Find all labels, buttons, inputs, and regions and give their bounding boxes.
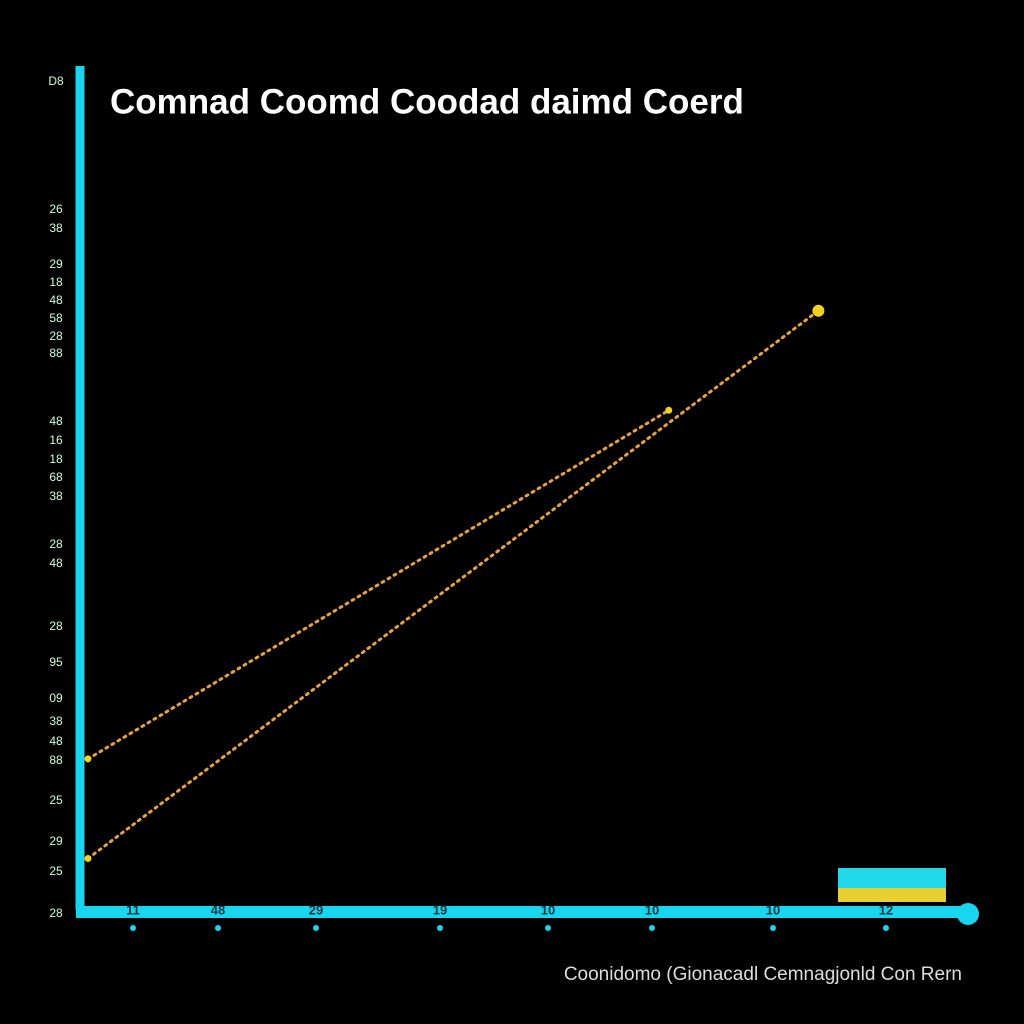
x-axis-dot [130,925,136,931]
x-axis-label: 29 [309,902,323,917]
chart-title: Comnad Coomd Coodad daimd Coerd [110,82,744,121]
x-axis-dot [545,925,551,931]
y-axis-label: 09 [49,691,63,705]
legend-swatch-bottom [838,888,946,902]
y-axis-label: 18 [49,275,63,289]
x-axis-dot [770,925,776,931]
series-line [86,408,671,761]
series-point [665,406,673,414]
y-axis-label: 48 [49,414,63,428]
y-axis-label: 28 [49,537,63,551]
x-axis-label: 12 [879,902,893,917]
y-axis-label: 16 [49,433,63,447]
y-axis-label: 28 [49,906,63,920]
y-axis-label: 18 [49,452,63,466]
axis-end [957,903,979,925]
x-axis-label: 10 [645,902,659,917]
series-point [84,855,92,862]
y-axis-label: 48 [49,293,63,307]
x-axis-dot [883,925,889,931]
legend-swatch-top [838,868,946,888]
y-axis-label: 38 [49,221,63,235]
x-axis-dot [215,925,221,931]
y-axis-label: 38 [49,714,63,728]
y-axis-label: 95 [49,655,63,669]
x-axis-dot [313,925,319,931]
y-axis-label: 28 [49,329,63,343]
x-axis-label: 48 [211,902,225,917]
y-axis-label: 26 [49,202,63,216]
y-axis-label: 58 [49,311,63,325]
chart-footer: Coonidomo (Gionacadl Cemnagjonld Con Rer… [564,964,962,985]
y-axis-label: 68 [49,470,63,484]
x-axis-label: 19 [433,902,447,917]
x-axis-label: 10 [541,902,555,917]
y-axis-label: 29 [49,834,63,848]
x-axis-label: 10 [766,902,780,917]
y-axis-label: 48 [49,734,63,748]
y-axis-label: 88 [49,346,63,360]
x-axis-dot [437,925,443,931]
series-line [86,309,820,860]
series-point [812,304,825,317]
y-axis-label: 38 [49,489,63,503]
y-axis-label: 48 [49,556,63,570]
y-axis-label: 25 [49,793,63,807]
y-axis-label: 28 [49,619,63,633]
y-axis-label: D8 [48,74,64,88]
x-axis-dot [649,925,655,931]
y-axis-label: 88 [49,753,63,767]
x-axis-label: 11 [126,902,140,917]
y-axis-label: 25 [49,864,63,878]
series-point [84,755,92,763]
y-axis-label: 29 [49,257,63,271]
